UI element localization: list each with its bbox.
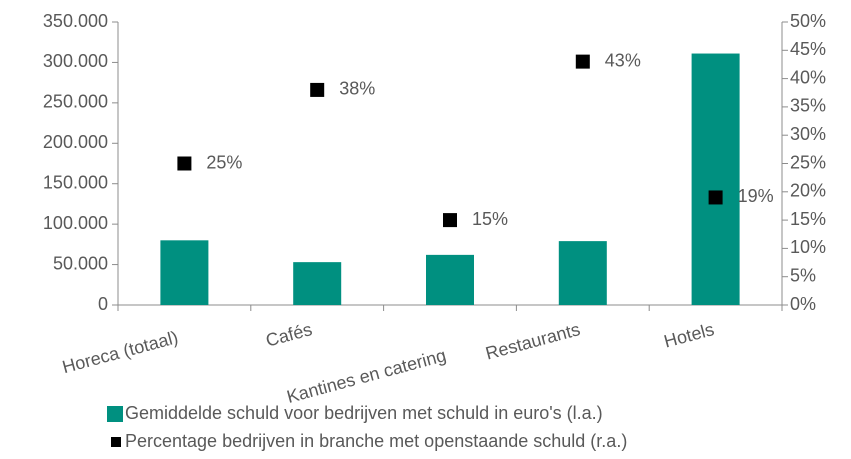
y-tick-label: 0 [98, 294, 108, 314]
y-tick-label: 150.000 [43, 172, 108, 192]
legend-swatch [111, 437, 121, 447]
x-tick-label: Horeca (totaal) [60, 327, 180, 377]
y2-tick-label: 20% [790, 181, 826, 201]
y-tick-label: 50.000 [53, 253, 108, 273]
y-tick-label: 350.000 [43, 11, 108, 31]
marker [575, 54, 590, 69]
y2-tick-label: 10% [790, 237, 826, 257]
y-tick-label: 250.000 [43, 92, 108, 112]
y-tick-label: 100.000 [43, 213, 108, 233]
x-tick-label: Kantines en catering [285, 345, 449, 407]
data-label: 25% [206, 152, 242, 172]
y2-tick-label: 25% [790, 152, 826, 172]
y2-tick-label: 30% [790, 124, 826, 144]
legend-swatch [107, 406, 123, 422]
data-label: 38% [339, 79, 375, 99]
bar [558, 241, 607, 305]
y2-tick-label: 15% [790, 209, 826, 229]
y-tick-label: 300.000 [43, 51, 108, 71]
y2-tick-label: 45% [790, 39, 826, 59]
x-tick-label: Hotels [662, 319, 716, 352]
x-tick-label: Cafés [264, 319, 315, 350]
y2-tick-label: 5% [790, 265, 816, 285]
data-label: 19% [738, 186, 774, 206]
y2-tick-label: 40% [790, 67, 826, 87]
y2-tick-label: 35% [790, 96, 826, 116]
data-label: 43% [605, 50, 641, 70]
marker [310, 82, 325, 97]
y2-tick-label: 0% [790, 294, 816, 314]
x-tick-label: Restaurants [483, 319, 582, 363]
y2-tick-label: 50% [790, 11, 826, 31]
bar [426, 254, 474, 305]
bar [160, 240, 209, 305]
marker [443, 213, 457, 228]
legend-label: Gemiddelde schuld voor bedrijven met sch… [125, 403, 603, 423]
y-tick-label: 200.000 [43, 132, 108, 152]
marker [708, 190, 723, 205]
data-label: 15% [472, 209, 508, 229]
bar [691, 53, 740, 305]
legend-label: Percentage bedrijven in branche met open… [125, 431, 627, 451]
marker [177, 156, 192, 171]
bar [293, 262, 342, 305]
